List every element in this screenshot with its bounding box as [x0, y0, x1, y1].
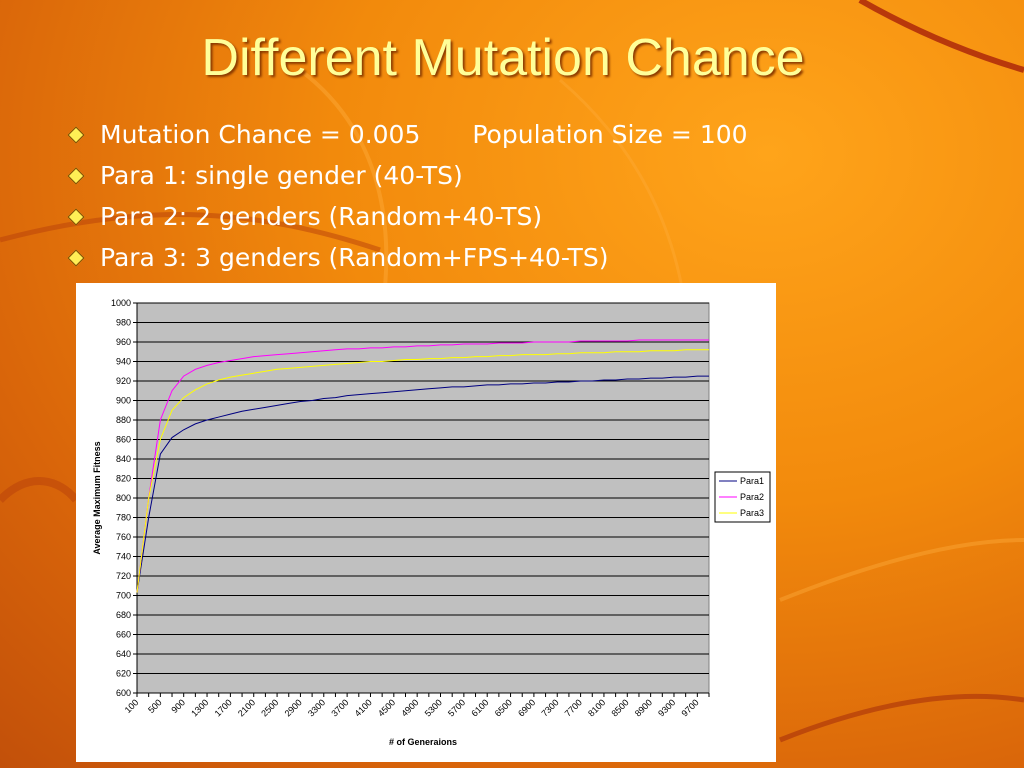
legend-label: Para2 [740, 492, 764, 502]
y-axis-label: Average Maximum Fitness [92, 441, 102, 554]
legend-label: Para3 [740, 508, 764, 518]
y-tick-label: 900 [116, 396, 131, 406]
legend-label: Para1 [740, 476, 764, 486]
y-tick-label: 940 [116, 357, 131, 367]
y-tick-label: 620 [116, 669, 131, 679]
y-tick-label: 660 [116, 630, 131, 640]
bullet-icon [67, 126, 85, 144]
series-line [136, 375, 709, 593]
y-tick-label: 960 [116, 337, 131, 347]
bullet: Mutation Chance = 0.005 Population Size =… [67, 114, 748, 155]
bullet-text: Population Size = 100 [472, 120, 748, 149]
series-line [136, 349, 709, 593]
y-tick-label: 760 [116, 532, 131, 542]
y-tick-label: 720 [116, 571, 131, 581]
bullet: Para 3: 3 genders (Random+FPS+40-TS) [67, 237, 748, 278]
x-axis-label: # of Generaions [389, 737, 457, 747]
y-tick-label: 980 [116, 318, 131, 328]
y-tick-label: 820 [116, 474, 131, 484]
y-tick-label: 880 [116, 415, 131, 425]
y-tick-label: 640 [116, 649, 131, 659]
series-line [136, 339, 709, 593]
bullet-icon [67, 208, 85, 226]
bullet-text: Para 2: 2 genders (Random+40-TS) [100, 202, 543, 231]
bullet-list: Mutation Chance = 0.005 Population Size =… [67, 114, 748, 278]
y-tick-label: 1000 [111, 298, 131, 308]
bullet-text: Para 3: 3 genders (Random+FPS+40-TS) [100, 243, 609, 272]
bullet-text: Mutation Chance = 0.005 [100, 120, 421, 149]
y-tick-label: 700 [116, 591, 131, 601]
y-tick-label: 780 [116, 513, 131, 523]
y-tick-label: 800 [116, 493, 131, 503]
bullet: Para 1: single gender (40-TS) [67, 155, 748, 196]
slide-title: Different Mutation Chance [201, 29, 805, 87]
y-tick-label: 920 [116, 376, 131, 386]
y-tick-label: 680 [116, 610, 131, 620]
chart: 600 620 640 660 680 700 720 740 760 780 800 820 840 8… [76, 283, 776, 762]
y-tick-label: 840 [116, 454, 131, 464]
bullet-icon [67, 249, 85, 267]
y-tick-label: 600 [116, 688, 131, 698]
bullet: Para 2: 2 genders (Random+40-TS) [67, 196, 748, 237]
bullet-icon [67, 167, 85, 185]
y-tick-label: 740 [116, 552, 131, 562]
bullet-text: Para 1: single gender (40-TS) [100, 161, 463, 190]
y-tick-label: 860 [116, 435, 131, 445]
